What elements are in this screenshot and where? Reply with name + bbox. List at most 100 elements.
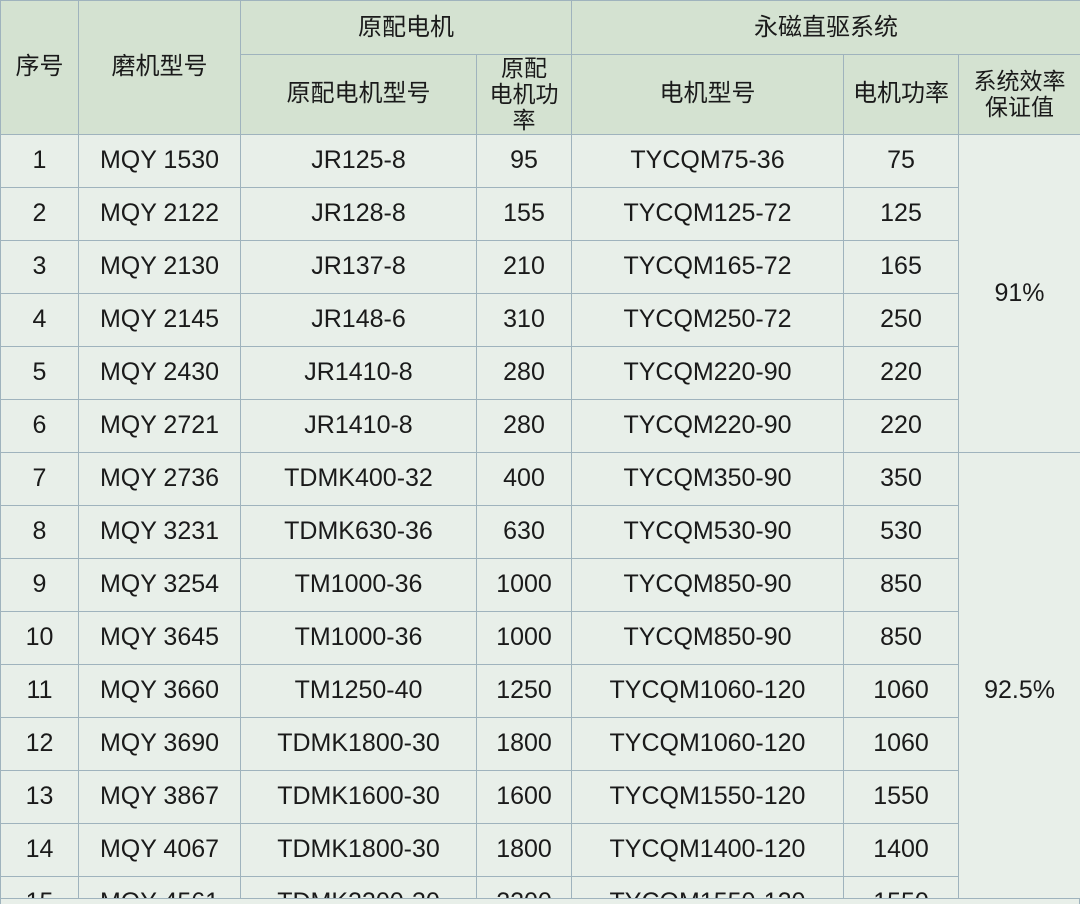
cell-new-motor-power: 1550 xyxy=(843,769,959,824)
cell-new-motor-power: 1060 xyxy=(843,663,959,718)
header-mill-model: 磨机型号 xyxy=(78,0,241,135)
table-row: 2 MQY 2122 JR128-8 155 TYCQM125-72 125 xyxy=(0,186,1080,241)
cell-original-motor-model: TDMK400-32 xyxy=(240,451,477,506)
cell-index: 3 xyxy=(0,239,79,294)
cell-original-motor-power: 1800 xyxy=(476,822,572,877)
cell-original-motor-model: TDMK630-36 xyxy=(240,504,477,559)
table-row: 13 MQY 3867 TDMK1600-30 1600 TYCQM1550-120 15… xyxy=(0,769,1080,824)
cell-original-motor-model: TDMK1800-30 xyxy=(240,822,477,877)
cell-new-motor-model: TYCQM1550-120 xyxy=(571,769,844,824)
table-row: 6 MQY 2721 JR1410-8 280 TYCQM220-90 220 xyxy=(0,398,1080,453)
cell-index: 8 xyxy=(0,504,79,559)
cell-new-motor-model: TYCQM220-90 xyxy=(571,398,844,453)
cell-new-motor-power: 220 xyxy=(843,398,959,453)
cell-new-motor-power: 850 xyxy=(843,557,959,612)
cell-new-motor-power: 850 xyxy=(843,610,959,665)
cell-new-motor-model: TYCQM850-90 xyxy=(571,610,844,665)
cell-new-motor-power: 75 xyxy=(843,133,959,188)
table-row: 14 MQY 4067 TDMK1800-30 1800 TYCQM1400-120 14… xyxy=(0,822,1080,877)
cell-original-motor-model: JR1410-8 xyxy=(240,398,477,453)
table-header: 序号 磨机型号 原配电机 永磁直驱系统 原配电机型号 原配 电机功率 电机型号 电… xyxy=(0,0,1080,135)
cell-mill-model: MQY 2122 xyxy=(78,186,241,241)
cell-index: 6 xyxy=(0,398,79,453)
cell-mill-model: MQY 2736 xyxy=(78,451,241,506)
cell-original-motor-model: TDMK1800-30 xyxy=(240,716,477,771)
cell-new-motor-model: TYCQM165-72 xyxy=(571,239,844,294)
table-row: 8 MQY 3231 TDMK630-36 630 TYCQM530-90 530 xyxy=(0,504,1080,559)
cell-new-motor-power: 1060 xyxy=(843,716,959,771)
cell-index: 10 xyxy=(0,610,79,665)
cell-new-motor-model: TYCQM850-90 xyxy=(571,557,844,612)
cell-new-motor-model: TYCQM1400-120 xyxy=(571,822,844,877)
table-row: 5 MQY 2430 JR1410-8 280 TYCQM220-90 220 xyxy=(0,345,1080,400)
cell-index: 2 xyxy=(0,186,79,241)
table-row: 4 MQY 2145 JR148-6 310 TYCQM250-72 250 xyxy=(0,292,1080,347)
cell-original-motor-model: JR137-8 xyxy=(240,239,477,294)
cell-mill-model: MQY 2721 xyxy=(78,398,241,453)
cell-mill-model: MQY 3690 xyxy=(78,716,241,771)
header-sub-row: 原配电机型号 原配 电机功率 电机型号 电机功率 系统效率 保证值 xyxy=(1,54,1080,135)
table-row: 1 MQY 1530 JR125-8 95 TYCQM75-36 75 91% xyxy=(0,133,1080,453)
cell-index: 14 xyxy=(0,822,79,877)
header-original-motor-power-line2: 电机功率 xyxy=(489,81,559,134)
cell-original-motor-model: TM1000-36 xyxy=(240,557,477,612)
cell-original-motor-power: 1800 xyxy=(476,716,572,771)
header-group-pm-direct-drive: 永磁直驱系统 xyxy=(570,0,1080,55)
cell-original-motor-power: 280 xyxy=(476,345,572,400)
cell-original-motor-model: JR125-8 xyxy=(240,133,477,188)
header-index: 序号 xyxy=(0,0,79,135)
cell-mill-model: MQY 3660 xyxy=(78,663,241,718)
header-group-row: 序号 磨机型号 原配电机 永磁直驱系统 xyxy=(0,0,1080,135)
cell-index: 12 xyxy=(0,716,79,771)
cell-system-efficiency: 91% xyxy=(957,133,1080,453)
cell-index: 9 xyxy=(0,557,79,612)
cell-original-motor-power: 210 xyxy=(476,239,572,294)
cell-original-motor-power: 400 xyxy=(476,451,572,506)
cell-new-motor-model: TYCQM125-72 xyxy=(571,186,844,241)
cell-mill-model: MQY 3645 xyxy=(78,610,241,665)
table-row: 3 MQY 2130 JR137-8 210 TYCQM165-72 165 xyxy=(0,239,1080,294)
cell-new-motor-power: 530 xyxy=(843,504,959,559)
cell-original-motor-power: 1000 xyxy=(476,610,572,665)
cell-new-motor-power: 350 xyxy=(843,451,959,506)
header-system-efficiency-line1: 系统效率 xyxy=(973,68,1066,95)
cell-mill-model: MQY 1530 xyxy=(78,133,241,188)
cell-original-motor-model: JR148-6 xyxy=(240,292,477,347)
cell-index: 5 xyxy=(0,345,79,400)
table-row: 10 MQY 3645 TM1000-36 1000 TYCQM850-90 850 xyxy=(0,610,1080,665)
table-row: 11 MQY 3660 TM1250-40 1250 TYCQM1060-120 1060 xyxy=(0,663,1080,718)
cell-original-motor-power: 310 xyxy=(476,292,572,347)
cell-mill-model: MQY 3867 xyxy=(78,769,241,824)
cell-original-motor-model: TM1250-40 xyxy=(240,663,477,718)
header-original-motor-model: 原配电机型号 xyxy=(240,54,477,135)
cell-mill-model: MQY 2430 xyxy=(78,345,241,400)
cell-original-motor-power: 280 xyxy=(476,398,572,453)
table-row: 9 MQY 3254 TM1000-36 1000 TYCQM850-90 850 xyxy=(0,557,1080,612)
table-body: 1 MQY 1530 JR125-8 95 TYCQM75-36 75 91% 2 MQY 21… xyxy=(0,133,1080,904)
header-new-motor-model: 电机型号 xyxy=(571,54,844,135)
cell-original-motor-model: TM1000-36 xyxy=(240,610,477,665)
table-row: 12 MQY 3690 TDMK1800-30 1800 TYCQM1060-120 10… xyxy=(0,716,1080,771)
cell-new-motor-model: TYCQM220-90 xyxy=(571,345,844,400)
cell-new-motor-model: TYCQM530-90 xyxy=(571,504,844,559)
header-original-motor-power: 原配 电机功率 xyxy=(476,54,572,135)
cell-original-motor-model: JR1410-8 xyxy=(240,345,477,400)
cell-new-motor-model: TYCQM250-72 xyxy=(571,292,844,347)
cell-new-motor-model: TYCQM75-36 xyxy=(571,133,844,188)
cell-index: 7 xyxy=(0,451,79,506)
cell-index: 4 xyxy=(0,292,79,347)
table-row: 7 MQY 2736 TDMK400-32 400 TYCQM350-90 350 92.5… xyxy=(0,451,1080,904)
cell-new-motor-power: 1400 xyxy=(843,822,959,877)
cell-mill-model: MQY 2145 xyxy=(78,292,241,347)
cell-mill-model: MQY 3254 xyxy=(78,557,241,612)
cell-system-efficiency: 92.5% xyxy=(957,451,1080,904)
header-system-efficiency: 系统效率 保证值 xyxy=(957,54,1080,135)
cell-new-motor-power: 165 xyxy=(843,239,959,294)
cell-original-motor-power: 1600 xyxy=(476,769,572,824)
clipped-next-row xyxy=(0,898,1080,904)
cell-new-motor-model: TYCQM1060-120 xyxy=(571,663,844,718)
cell-original-motor-power: 155 xyxy=(476,186,572,241)
header-group-original-motor: 原配电机 xyxy=(240,0,572,55)
